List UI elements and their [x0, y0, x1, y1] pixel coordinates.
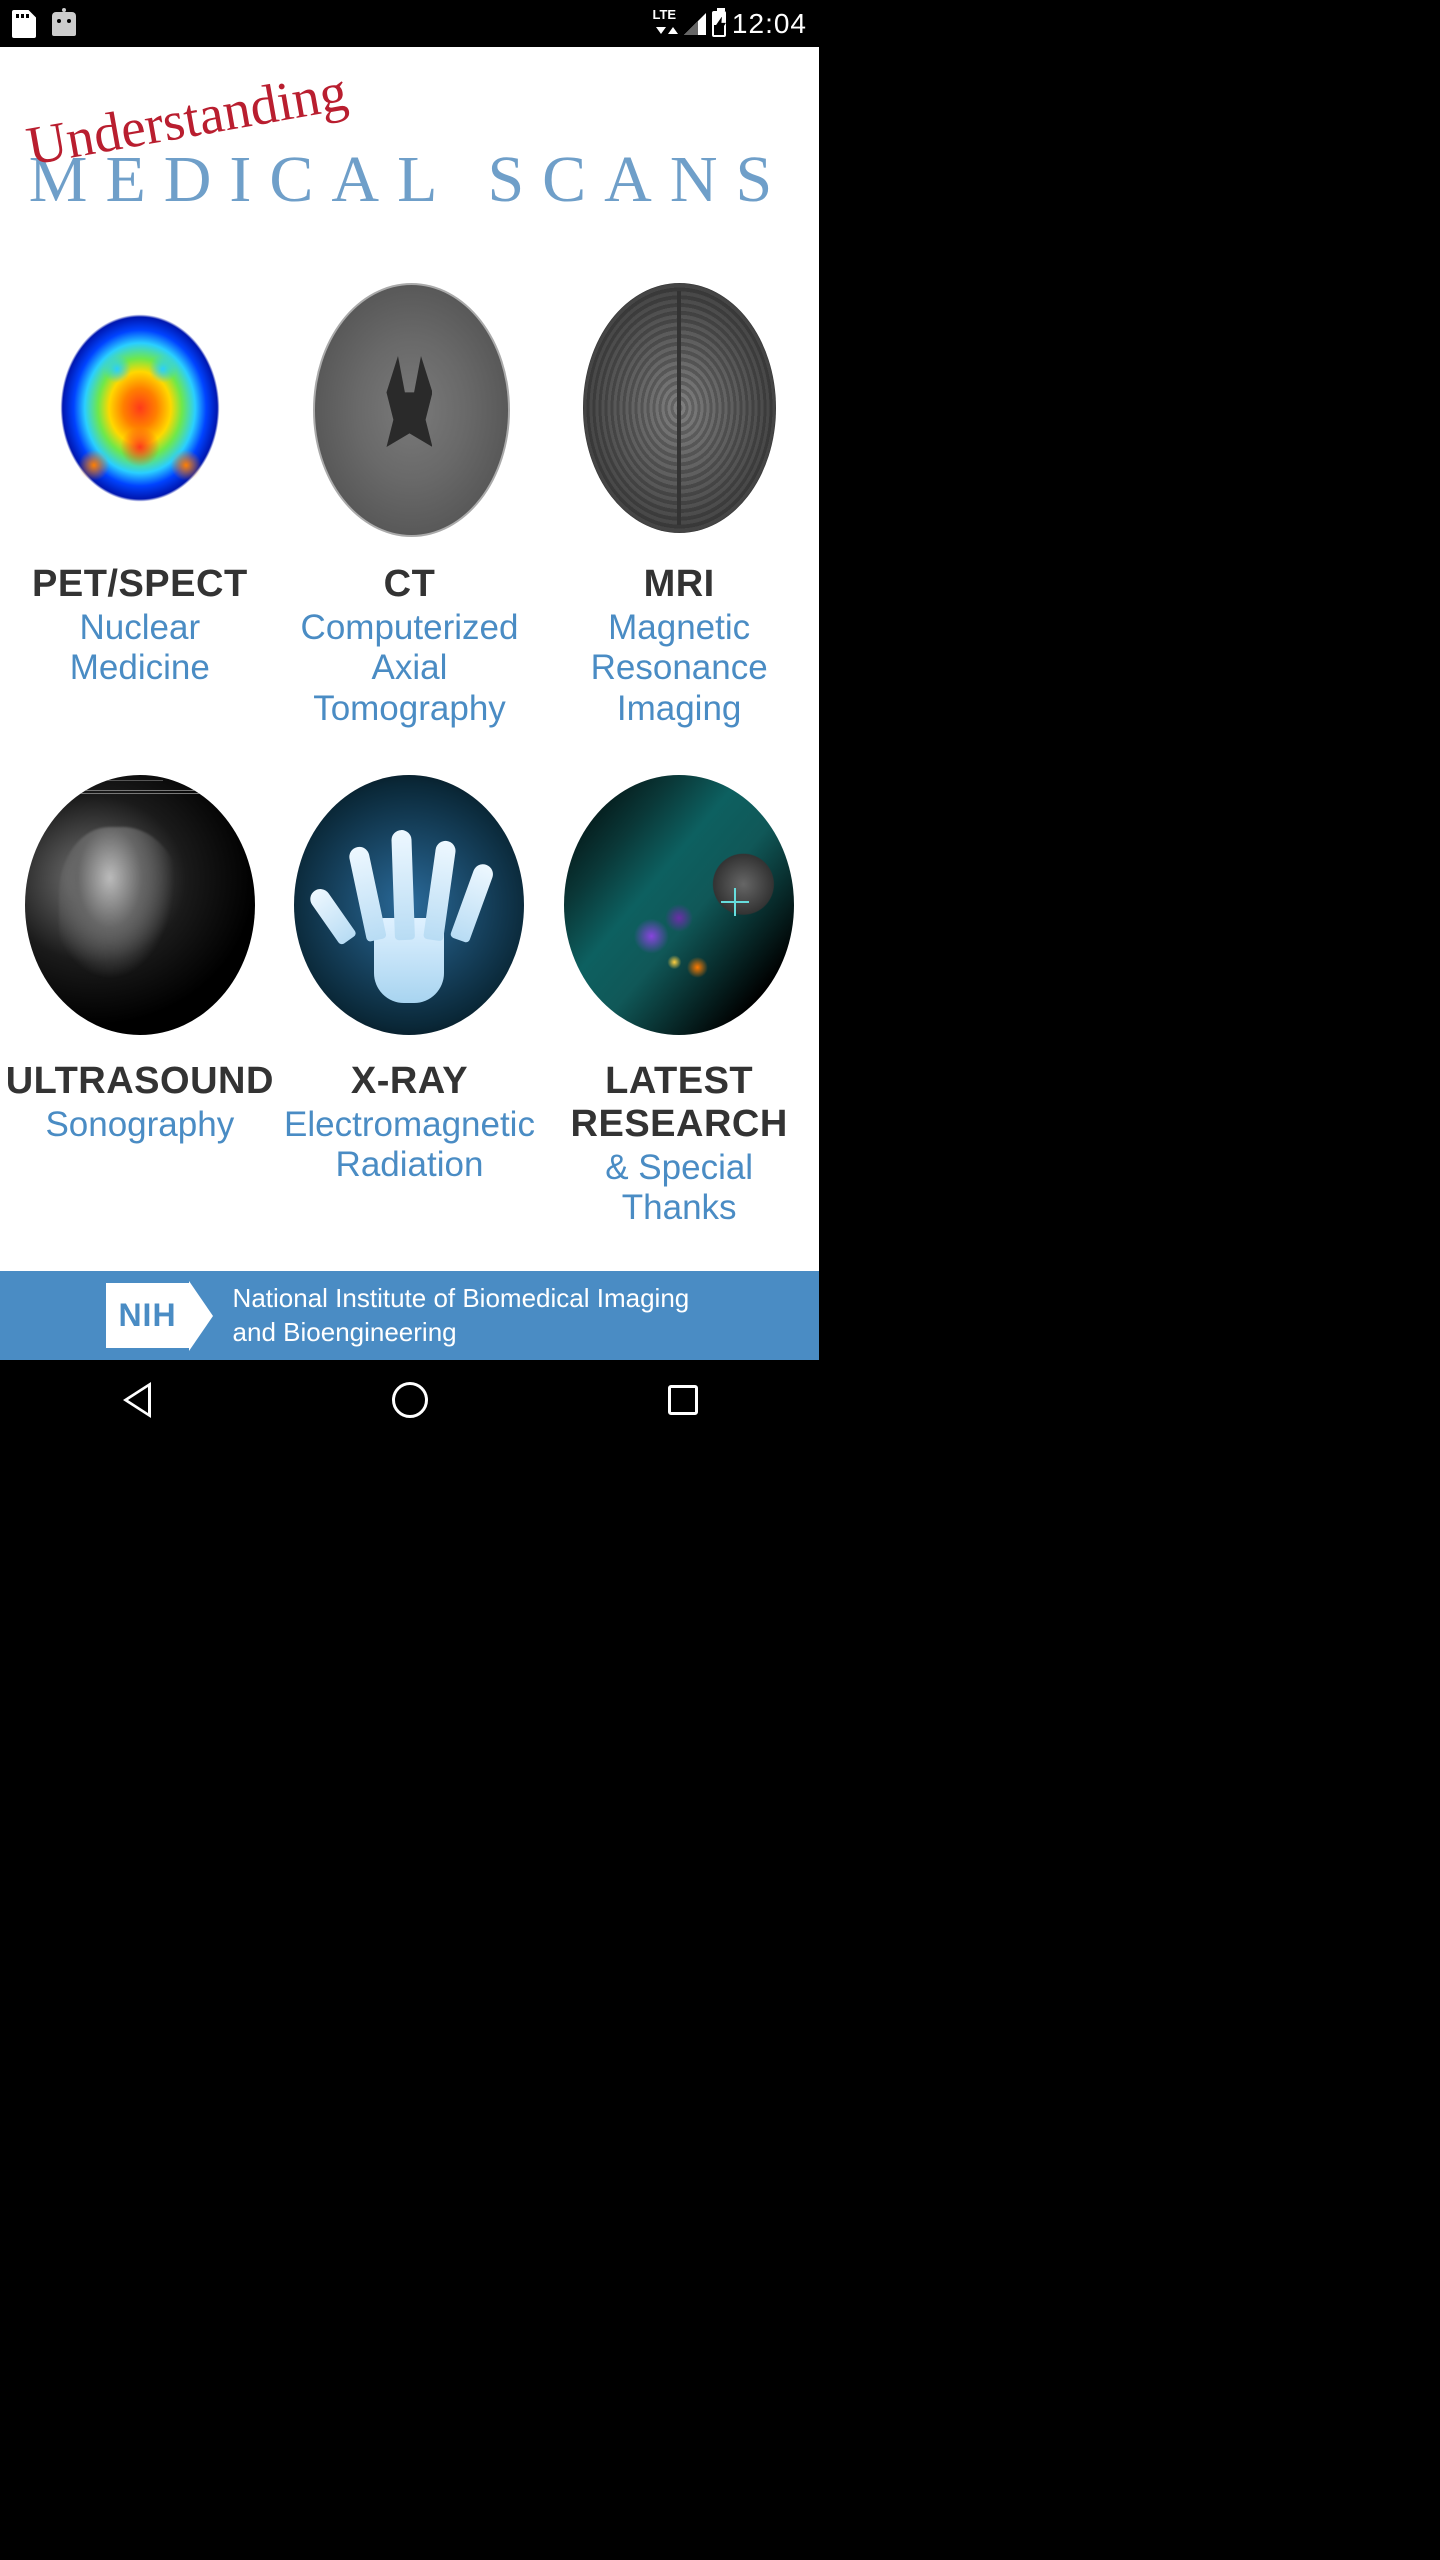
scan-subtitle: & Special Thanks — [544, 1148, 814, 1229]
nih-logo: NIH — [106, 1281, 212, 1351]
nav-recent-button[interactable] — [661, 1378, 705, 1422]
scan-grid: PET/SPECT Nuclear Medicine CT Computeriz… — [0, 248, 819, 1271]
status-left — [12, 10, 76, 38]
app-header: Understanding MEDICAL SCANS — [0, 47, 819, 248]
scan-title: CT — [384, 563, 436, 606]
status-right: LTE 12:04 — [652, 8, 807, 40]
nav-back-button[interactable] — [115, 1378, 159, 1422]
scan-cell-ultrasound[interactable]: ULTRASOUND Sonography — [5, 775, 275, 1252]
scan-subtitle: Sonography — [45, 1105, 234, 1145]
nih-logo-text: NIH — [106, 1283, 188, 1348]
scan-cell-latest-research[interactable]: LATESTRESEARCH & Special Thanks — [544, 775, 814, 1252]
scan-title: MRI — [644, 563, 715, 606]
android-nav-bar — [0, 1360, 819, 1440]
app-content: Understanding MEDICAL SCANS PET/SPECT Nu… — [0, 47, 819, 1360]
nih-arrow-icon — [189, 1281, 213, 1351]
pet-spect-scan-image — [25, 278, 255, 538]
scan-cell-pet-spect[interactable]: PET/SPECT Nuclear Medicine — [5, 278, 275, 755]
battery-charging-icon — [712, 11, 726, 37]
footer-text: National Institute of Biomedical Imaging… — [233, 1282, 713, 1350]
back-icon — [123, 1382, 151, 1418]
scan-cell-xray[interactable]: X-RAY ElectromagneticRadiation — [275, 775, 545, 1252]
signal-icon — [684, 13, 706, 35]
clock: 12:04 — [732, 8, 807, 40]
scan-title: ULTRASOUND — [6, 1060, 274, 1103]
scan-title: LATESTRESEARCH — [571, 1060, 788, 1146]
scan-subtitle: ElectromagneticRadiation — [284, 1105, 535, 1186]
network-type-label: LTE — [652, 8, 677, 39]
recent-apps-icon — [668, 1385, 698, 1415]
ct-scan-image — [294, 278, 524, 538]
home-icon — [392, 1382, 428, 1418]
scan-title: X-RAY — [351, 1060, 468, 1103]
mri-scan-image — [564, 278, 794, 538]
sd-card-icon — [12, 10, 36, 38]
scan-subtitle: MagneticResonanceImaging — [591, 608, 768, 729]
android-debug-icon — [52, 12, 76, 36]
xray-scan-image — [294, 775, 524, 1035]
ultrasound-scan-image — [25, 775, 255, 1035]
nav-home-button[interactable] — [388, 1378, 432, 1422]
scan-subtitle: ComputerizedAxial Tomography — [275, 608, 545, 729]
status-bar: LTE 12:04 — [0, 0, 819, 47]
scan-cell-ct[interactable]: CT ComputerizedAxial Tomography — [275, 278, 545, 755]
footer-banner[interactable]: NIH National Institute of Biomedical Ima… — [0, 1271, 819, 1360]
scan-cell-mri[interactable]: MRI MagneticResonanceImaging — [544, 278, 814, 755]
scan-subtitle: Nuclear Medicine — [5, 608, 275, 689]
latest-research-image — [564, 775, 794, 1035]
scan-title: PET/SPECT — [32, 563, 248, 606]
